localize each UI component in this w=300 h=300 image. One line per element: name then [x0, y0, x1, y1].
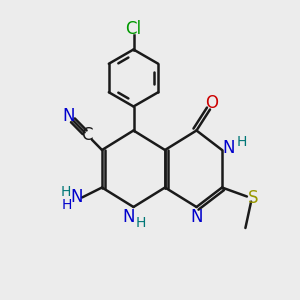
Text: Cl: Cl	[125, 20, 142, 38]
Text: H: H	[136, 216, 146, 230]
Text: H: H	[236, 135, 247, 148]
Text: N: N	[190, 208, 203, 226]
Text: N: N	[222, 139, 235, 157]
Text: N: N	[122, 208, 135, 226]
Text: H: H	[62, 198, 72, 212]
Text: N: N	[62, 106, 74, 124]
Text: C: C	[81, 126, 93, 144]
Text: H: H	[61, 185, 71, 199]
Text: O: O	[205, 94, 218, 112]
Text: S: S	[248, 189, 259, 207]
Text: N: N	[71, 188, 83, 206]
